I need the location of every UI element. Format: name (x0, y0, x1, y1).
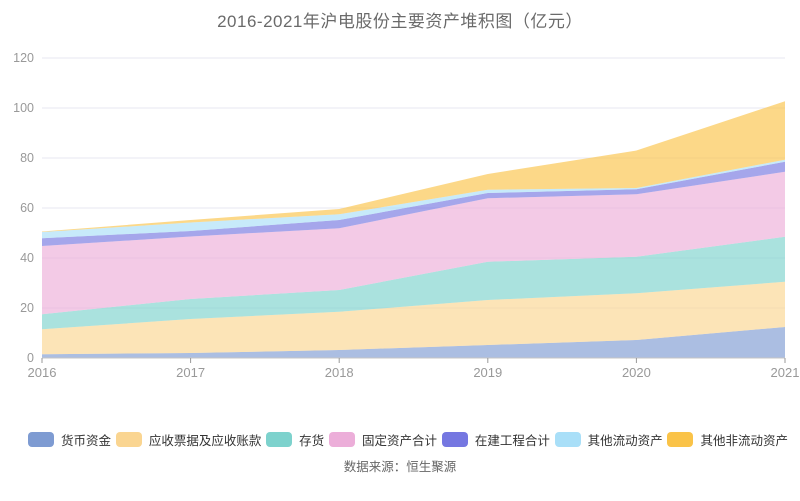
x-axis-label-2020: 2020 (622, 365, 651, 380)
area-series-5[interactable] (42, 159, 785, 239)
chart-title: 2016-2021年沪电股份主要资产堆积图（亿元） (217, 12, 583, 31)
area-series-2[interactable] (42, 236, 785, 330)
legend-swatch-icon (266, 432, 293, 447)
legend-swatch-icon (28, 432, 54, 447)
legend-item-0[interactable]: 货币资金 (28, 430, 111, 449)
x-axis-label-2016: 2016 (28, 365, 57, 380)
y-axis-label-0: 0 (27, 351, 34, 365)
data-source-note: 数据来源：恒生聚源 (343, 460, 457, 474)
x-axis-label-2018: 2018 (325, 365, 354, 380)
area-series-3[interactable] (42, 171, 785, 315)
legend-label: 其他非流动资产 (700, 434, 788, 448)
area-series-0[interactable] (42, 327, 785, 358)
legend-swatch-icon (115, 432, 142, 447)
legend-swatch-icon (441, 432, 468, 447)
chart-legend: 货币资金 应收票据及应收账款 存货 固定资产合计 在建工程合计 其他流动资产 其他非流动资产 (0, 430, 800, 449)
legend-label: 货币资金 (61, 434, 112, 448)
legend-label: 固定资产合计 (361, 434, 437, 448)
legend-item-1[interactable]: 应收票据及应收账款 (115, 430, 262, 449)
y-axis-label-120: 120 (13, 51, 34, 65)
legend-item-5[interactable]: 其他流动资产 (554, 430, 663, 449)
x-axis-label-2021: 2021 (771, 365, 800, 380)
legend-label: 存货 (299, 434, 325, 448)
area-series-6[interactable] (42, 101, 785, 232)
legend-label: 应收票据及应收账款 (148, 434, 262, 448)
stacked-area-chart: 0 20 40 60 80 100 120 2016 2017 2018 2019 2020 2021 (13, 51, 800, 380)
y-axis-label-100: 100 (13, 101, 34, 115)
legend-label: 其他流动资产 (587, 434, 663, 448)
legend-item-2[interactable]: 存货 (266, 430, 324, 449)
y-axis-label-40: 40 (20, 251, 34, 265)
y-axis-label-20: 20 (20, 301, 34, 315)
legend-swatch-icon (328, 432, 355, 447)
area-series-1[interactable] (42, 281, 785, 355)
y-axis-label-80: 80 (20, 151, 34, 165)
legend-swatch-icon (667, 432, 694, 447)
y-axis-label-60: 60 (20, 201, 34, 215)
legend-label: 在建工程合计 (474, 434, 550, 448)
legend-item-6[interactable]: 其他非流动资产 (667, 430, 788, 449)
x-axis-label-2019: 2019 (473, 365, 502, 380)
legend-item-3[interactable]: 固定资产合计 (328, 430, 437, 449)
legend-swatch-icon (554, 432, 581, 447)
area-series-4[interactable] (42, 161, 785, 246)
legend-item-4[interactable]: 在建工程合计 (441, 430, 550, 449)
x-axis-label-2017: 2017 (176, 365, 205, 380)
